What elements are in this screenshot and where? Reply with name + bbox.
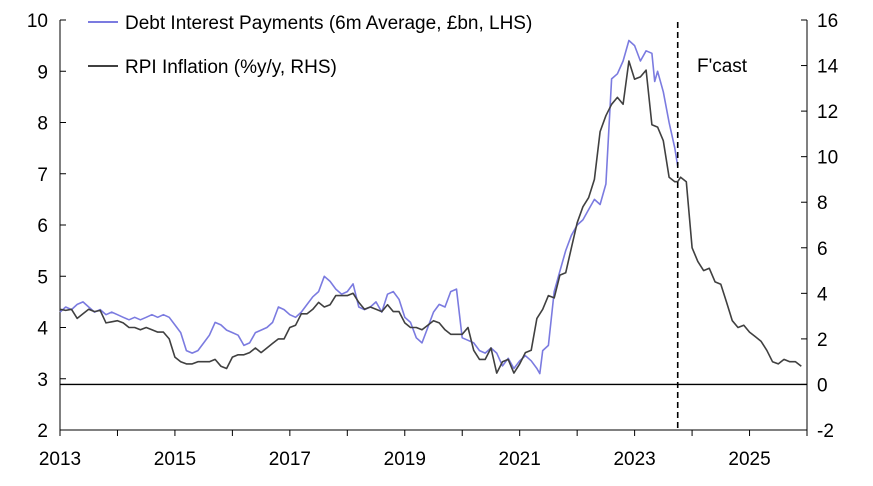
right-axis-tick-label: 12: [817, 102, 838, 123]
legend-label-rpi-inflation: RPI Inflation (%y/y, RHS): [125, 57, 337, 78]
forecast-marker: F'cast: [676, 22, 748, 430]
series-line-debt-interest: [59, 39, 679, 375]
chart-series: [59, 39, 802, 375]
series-line-rpi-inflation: [59, 60, 802, 374]
right-axis-tick-label: 6: [817, 239, 828, 260]
x-axis-tick-label: 2025: [728, 449, 770, 470]
x-axis-tick-label: 2023: [613, 449, 655, 470]
x-axis-tick-label: 2021: [499, 449, 541, 470]
left-axis-tick-label: 8: [37, 114, 48, 135]
left-axis-tick-label: 6: [37, 216, 48, 237]
left-axis-tick-label: 4: [37, 319, 48, 340]
right-axis-tick-label: 14: [817, 57, 839, 78]
right-axis-tick-label: 0: [817, 375, 828, 396]
legend: Debt Interest Payments (6m Average, £bn,…: [88, 13, 532, 78]
right-axis-tick-label: 16: [817, 11, 838, 32]
left-axis-tick-label: 3: [37, 370, 48, 391]
forecast-label: F'cast: [697, 56, 748, 77]
right-axis-tick-label: 2: [817, 330, 828, 351]
left-axis-tick-label: 5: [37, 267, 48, 288]
x-axis-tick-label: 2017: [269, 449, 311, 470]
x-axis-tick-label: 2015: [154, 449, 196, 470]
right-axis-tick-label: 10: [817, 148, 838, 169]
right-axis-tick-label: -2: [817, 421, 834, 442]
legend-label-debt-interest: Debt Interest Payments (6m Average, £bn,…: [125, 13, 532, 34]
left-axis-tick-label: 7: [37, 165, 48, 186]
left-axis-tick-label: 9: [37, 62, 48, 83]
x-axis-tick-label: 2019: [384, 449, 426, 470]
right-axis-tick-label: 8: [817, 193, 828, 214]
right-axis-tick-label: 4: [817, 284, 828, 305]
chart-axes: 2 3 4 5 6 7 8 9 10 -2 0 2 4 6 8 10 12 14 16 2013 2015 2017 201…: [27, 11, 839, 470]
left-axis-tick-label: 10: [27, 11, 48, 32]
left-axis-tick-label: 2: [37, 421, 48, 442]
x-axis-tick-label: 2013: [39, 449, 81, 470]
